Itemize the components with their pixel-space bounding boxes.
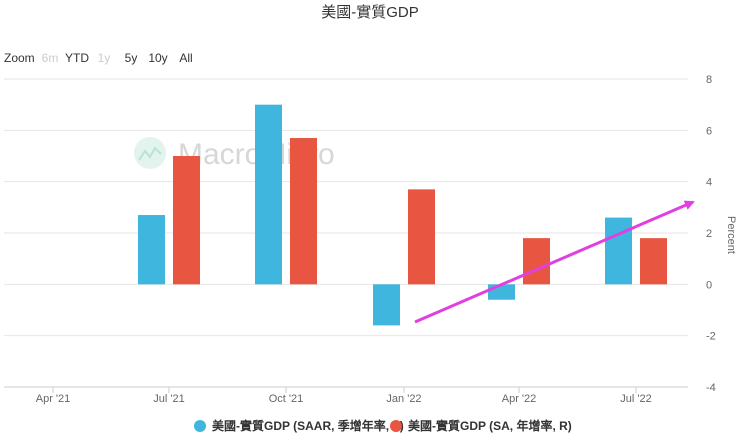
zoom-button-6m[interactable]: 6m: [42, 51, 59, 65]
trend-arrow: [414, 200, 695, 324]
y-tick-label: 4: [706, 177, 712, 189]
legend-item-1[interactable]: 美國-實質GDP (SAAR, 季增年率, L): [194, 418, 404, 433]
zoom-button-5y[interactable]: 5y: [125, 51, 138, 65]
watermark-logo-mark: [138, 146, 162, 161]
y-tick-label: -2: [706, 331, 716, 343]
y-tick-label: -4: [706, 382, 716, 394]
legend-label-2: 美國-實質GDP (SA, 年增率, R): [408, 418, 572, 433]
x-tick-label: Apr '22: [502, 393, 537, 405]
y-axis-title: Percent: [725, 216, 737, 254]
bar-series-2-2[interactable]: [290, 138, 317, 285]
zoom-controls: Zoom 6m YTD 1y 5y 10y All: [4, 51, 193, 65]
grid-layer: [4, 78, 688, 393]
bar-series-2-1[interactable]: [173, 156, 200, 285]
y-tick-label: 2: [706, 228, 712, 240]
x-axis: Apr '21 Jul '21 Oct '21 Jan '22 Apr '22 Jul '…: [36, 393, 652, 405]
zoom-button-10y[interactable]: 10y: [148, 51, 167, 65]
bar-series-1-3[interactable]: [373, 284, 400, 326]
x-tick-label: Apr '21: [36, 393, 71, 405]
bar-series-2-4[interactable]: [523, 238, 550, 285]
bars-layer: [138, 104, 667, 326]
y-axis-right: 8 6 4 2 0 -2 -4: [706, 74, 716, 394]
zoom-label: Zoom: [4, 51, 35, 65]
legend-label-1: 美國-實質GDP (SAAR, 季增年率, L): [212, 418, 404, 433]
x-tick-label: Jan '22: [386, 393, 421, 405]
y-tick-label: 0: [706, 279, 712, 291]
chart-title: 美國-實質GDP: [321, 3, 419, 21]
legend: 美國-實質GDP (SAAR, 季增年率, L) 美國-實質GDP (SA, 年增…: [194, 418, 572, 433]
legend-marker-2: [390, 420, 402, 432]
x-tick-label: Jul '22: [620, 393, 651, 405]
bar-series-2-5[interactable]: [640, 238, 667, 285]
zoom-button-all[interactable]: All: [179, 51, 192, 65]
x-tick-label: Jul '21: [153, 393, 184, 405]
bar-series-2-3[interactable]: [408, 189, 435, 285]
y-tick-label: 6: [706, 125, 712, 137]
y-tick-label: 8: [706, 74, 712, 86]
bar-series-1-5[interactable]: [605, 217, 632, 285]
legend-marker-1: [194, 420, 206, 432]
bar-series-1-1[interactable]: [138, 215, 165, 285]
bar-series-1-4[interactable]: [488, 284, 515, 300]
bar-series-1-2[interactable]: [255, 104, 282, 285]
watermark-logo-icon: [134, 137, 166, 169]
legend-item-2[interactable]: 美國-實質GDP (SA, 年增率, R): [390, 418, 572, 433]
x-tick-label: Oct '21: [269, 393, 304, 405]
zoom-button-1y[interactable]: 1y: [98, 51, 111, 65]
zoom-button-ytd[interactable]: YTD: [65, 51, 89, 65]
